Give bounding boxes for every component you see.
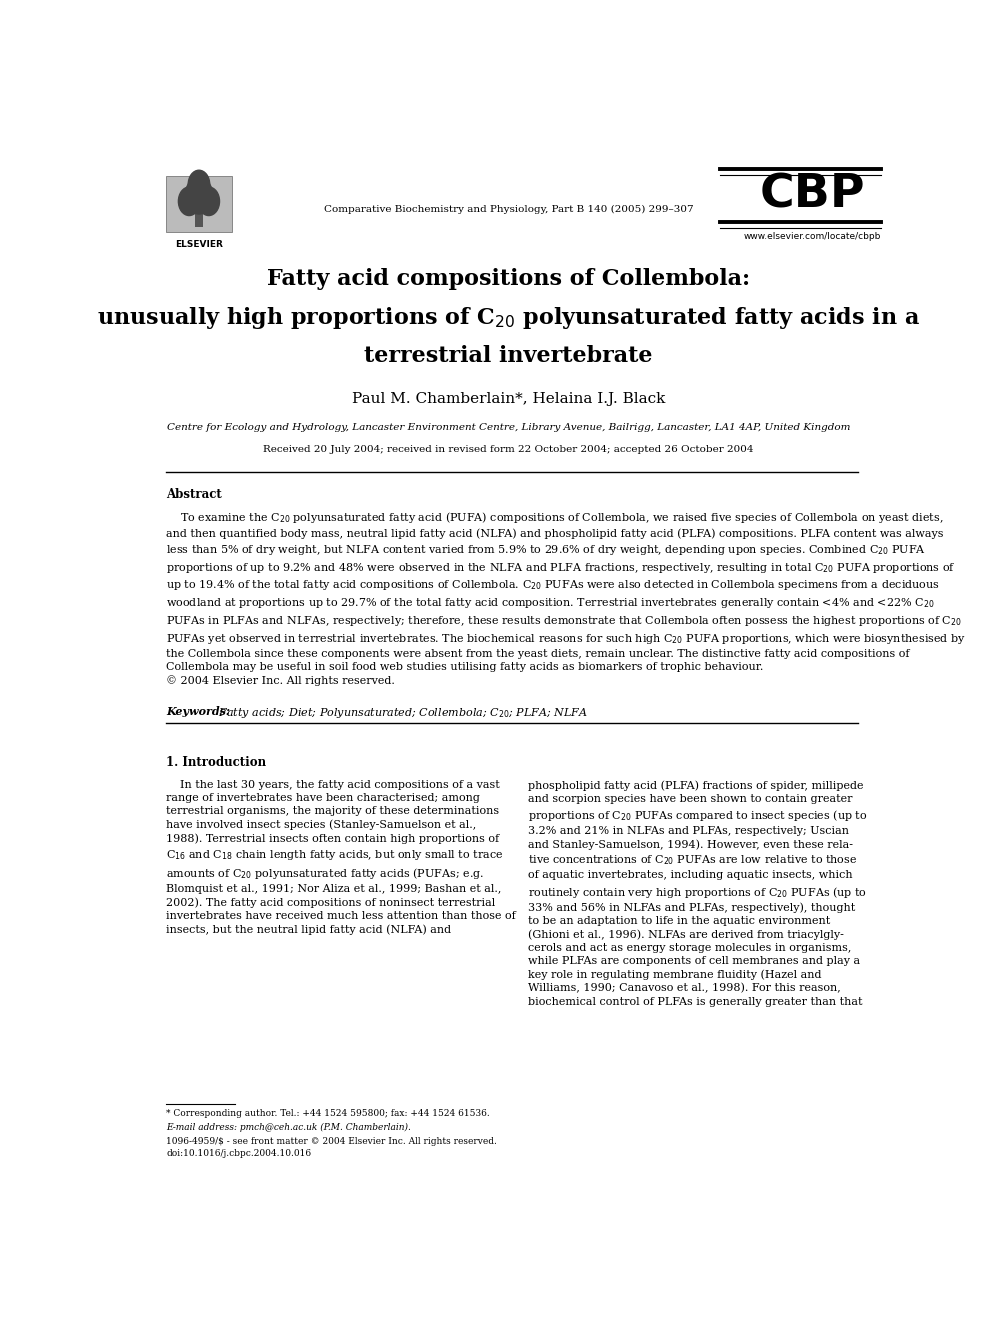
Text: To examine the C$_{20}$ polyunsaturated fatty acid (PUFA) compositions of Collem: To examine the C$_{20}$ polyunsaturated … — [167, 511, 966, 687]
Text: CBP: CBP — [759, 173, 865, 218]
Text: 1096-4959/$ - see front matter © 2004 Elsevier Inc. All rights reserved.: 1096-4959/$ - see front matter © 2004 El… — [167, 1136, 497, 1146]
Text: Centre for Ecology and Hydrology, Lancaster Environment Centre, Library Avenue, : Centre for Ecology and Hydrology, Lancas… — [167, 423, 850, 433]
Text: E-mail address: pmch@ceh.ac.uk (P.M. Chamberlain).: E-mail address: pmch@ceh.ac.uk (P.M. Cha… — [167, 1122, 411, 1131]
Text: In the last 30 years, the fatty acid compositions of a vast
range of invertebrat: In the last 30 years, the fatty acid com… — [167, 781, 516, 934]
Text: www.elsevier.com/locate/cbpb: www.elsevier.com/locate/cbpb — [743, 232, 881, 241]
Text: phospholipid fatty acid (PLFA) fractions of spider, millipede
and scorpion speci: phospholipid fatty acid (PLFA) fractions… — [528, 781, 867, 1007]
Text: unusually high proportions of C$_{20}$ polyunsaturated fatty acids in a: unusually high proportions of C$_{20}$ p… — [97, 304, 920, 331]
Text: ELSEVIER: ELSEVIER — [175, 241, 223, 249]
FancyBboxPatch shape — [195, 210, 203, 228]
FancyBboxPatch shape — [167, 176, 231, 232]
Text: Received 20 July 2004; received in revised form 22 October 2004; accepted 26 Oct: Received 20 July 2004; received in revis… — [263, 445, 754, 454]
Text: Fatty acids; Diet; Polyunsaturated; Collembola; C$_{20}$; PLFA; NLFA: Fatty acids; Diet; Polyunsaturated; Coll… — [214, 705, 587, 720]
Circle shape — [188, 171, 209, 198]
Circle shape — [198, 187, 219, 216]
Text: terrestrial invertebrate: terrestrial invertebrate — [364, 345, 653, 368]
Text: Fatty acid compositions of Collembola:: Fatty acid compositions of Collembola: — [267, 269, 750, 290]
Text: doi:10.1016/j.cbpc.2004.10.016: doi:10.1016/j.cbpc.2004.10.016 — [167, 1148, 311, 1158]
Text: Comparative Biochemistry and Physiology, Part B 140 (2005) 299–307: Comparative Biochemistry and Physiology,… — [323, 205, 693, 214]
Circle shape — [179, 187, 200, 216]
Text: Abstract: Abstract — [167, 488, 222, 501]
Text: Paul M. Chamberlain*, Helaina I.J. Black: Paul M. Chamberlain*, Helaina I.J. Black — [352, 392, 665, 406]
Text: Keywords:: Keywords: — [167, 705, 230, 717]
Circle shape — [186, 177, 213, 214]
Text: 1. Introduction: 1. Introduction — [167, 755, 267, 769]
Text: * Corresponding author. Tel.: +44 1524 595800; fax: +44 1524 61536.: * Corresponding author. Tel.: +44 1524 5… — [167, 1109, 490, 1118]
